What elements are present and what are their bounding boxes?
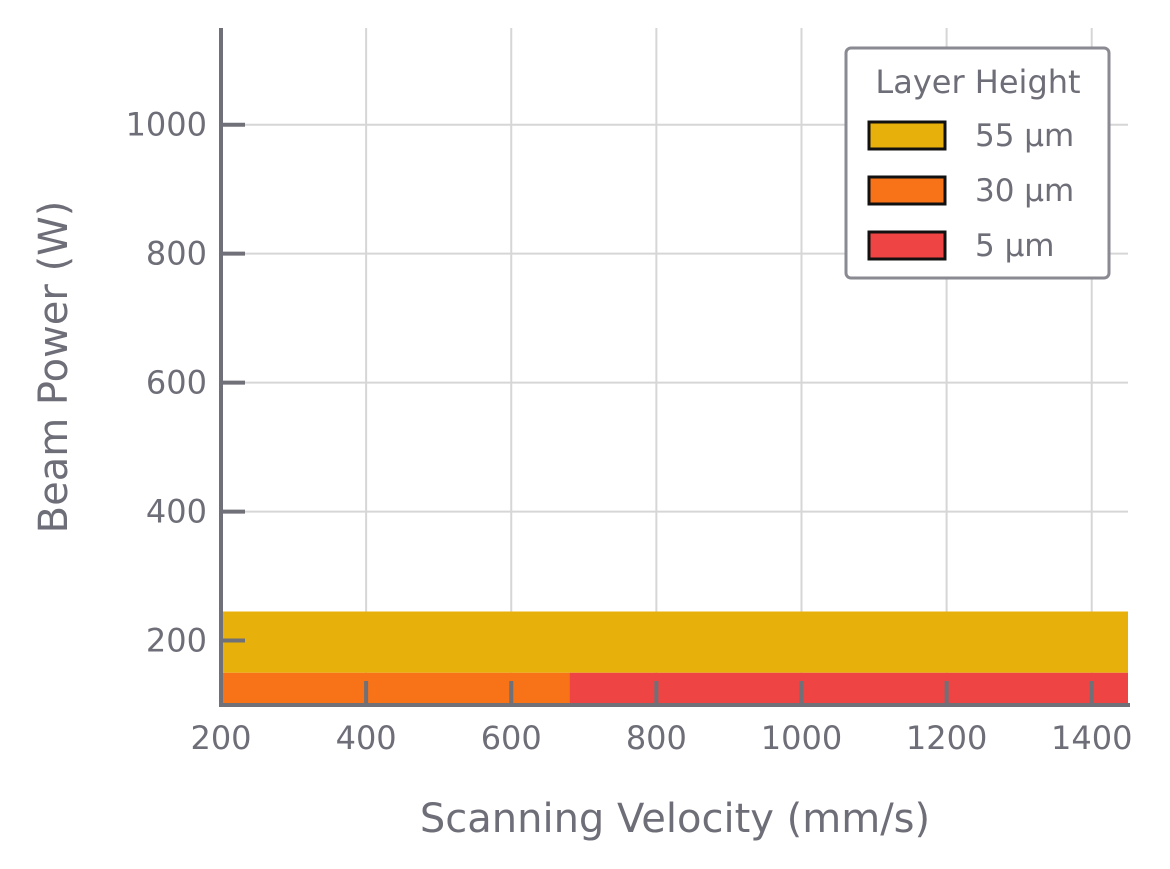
x-tick-label: 600	[481, 719, 542, 757]
region-55-m	[221, 611, 1128, 673]
y-tick-label: 200	[146, 622, 207, 660]
legend-frame	[844, 46, 1111, 280]
x-tick-label: 200	[190, 719, 251, 757]
y-tick-label: 600	[146, 364, 207, 402]
legend-swatch	[867, 120, 947, 151]
axes: 200 400 600 800 1000 1200 1400 200 400 600 800 1000	[126, 28, 1132, 757]
x-tick-label: 1200	[906, 719, 987, 757]
legend-entry-label: 55 µm	[975, 118, 1074, 154]
legend-entry-label: 30 µm	[975, 173, 1074, 209]
y-tick-label: 1000	[126, 106, 207, 144]
x-tick-label: 1400	[1051, 719, 1132, 757]
data-regions	[221, 611, 1128, 705]
legend-entries: 55 µm 30 µm 5 µm	[867, 118, 1074, 264]
x-axis-label: Scanning Velocity (mm/s)	[420, 796, 930, 842]
y-tick-label: 400	[146, 493, 207, 531]
region-30-m	[221, 672, 570, 705]
legend-title: Layer Height	[875, 63, 1080, 101]
y-tick-label: 800	[146, 235, 207, 273]
region-5-m	[569, 672, 1128, 705]
legend-swatch	[867, 175, 947, 206]
legend: Layer Height 55 µm 30 µm 5 µm	[844, 46, 1111, 280]
x-tick-label: 1000	[761, 719, 842, 757]
x-tick-label: 400	[336, 719, 397, 757]
y-axis-label: Beam Power (W)	[31, 201, 77, 534]
legend-entry-label: 5 µm	[975, 228, 1055, 264]
legend-swatch	[867, 230, 947, 261]
x-tick-label: 800	[626, 719, 687, 757]
